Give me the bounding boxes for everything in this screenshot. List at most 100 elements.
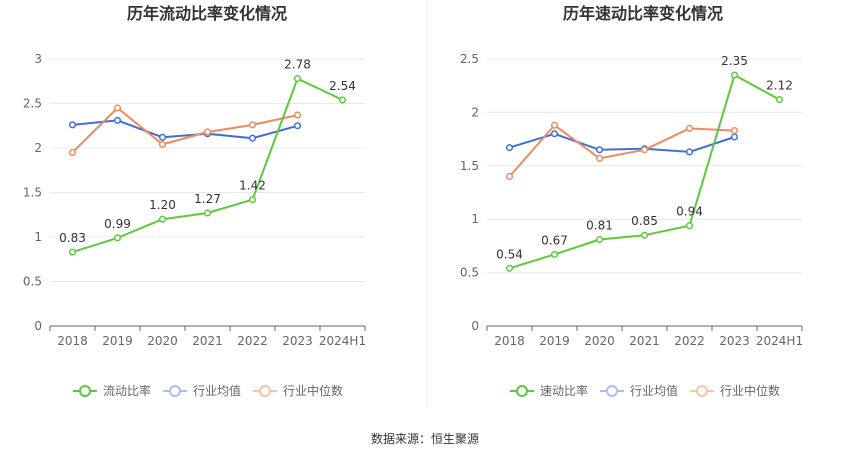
data-point xyxy=(685,124,694,132)
data-point xyxy=(595,235,604,244)
data-label: 1.42 xyxy=(239,179,266,193)
legend-marker xyxy=(606,385,618,397)
data-point xyxy=(113,104,122,112)
chart-title: 历年流动比率变化情况 xyxy=(127,4,287,23)
data-point xyxy=(685,148,694,156)
data-label: 2.54 xyxy=(329,79,356,93)
y-tick-label: 0 xyxy=(34,319,42,333)
data-point xyxy=(158,140,167,148)
y-tick-label: 2 xyxy=(471,105,479,119)
data-point xyxy=(293,111,302,119)
series-line xyxy=(509,132,735,153)
data-label: 0.83 xyxy=(59,231,86,245)
data-point xyxy=(203,209,212,217)
legend-label: 行业中位数 xyxy=(720,383,780,398)
legend-marker xyxy=(169,385,181,397)
x-tick-label: 2019 xyxy=(102,334,133,348)
data-label: 1.20 xyxy=(149,198,176,212)
series-line xyxy=(72,119,298,140)
data-label: 2.78 xyxy=(284,58,311,72)
data-point xyxy=(640,146,649,154)
data-label: 0.81 xyxy=(586,218,613,232)
series-line xyxy=(508,124,735,178)
data-point xyxy=(505,144,514,152)
data-label: 0.67 xyxy=(541,233,568,247)
data-point xyxy=(640,231,649,239)
y-tick-label: 0.5 xyxy=(23,275,42,289)
legend-label: 行业均值 xyxy=(630,383,678,398)
x-tick-label: 2020 xyxy=(584,334,615,348)
data-point xyxy=(550,250,559,258)
y-tick-label: 2.5 xyxy=(460,52,479,66)
data-point xyxy=(293,75,302,83)
legend-marker xyxy=(79,385,91,397)
data-point xyxy=(505,172,514,181)
data-point xyxy=(685,222,694,230)
y-tick-label: 3 xyxy=(34,52,42,66)
series-line xyxy=(71,106,298,154)
data-point xyxy=(158,133,167,141)
data-point xyxy=(550,130,559,138)
x-tick-label: 2022 xyxy=(674,334,705,348)
y-tick-label: 0.5 xyxy=(460,266,479,280)
data-point xyxy=(595,146,604,154)
data-point xyxy=(248,121,257,129)
legend-label: 流动比率 xyxy=(103,383,151,398)
data-point xyxy=(113,116,122,124)
legend-marker xyxy=(696,385,708,397)
y-tick-label: 2.5 xyxy=(23,97,42,111)
data-point xyxy=(505,264,514,272)
y-tick-label: 1.5 xyxy=(460,159,479,173)
x-tick-label: 2021 xyxy=(192,334,223,348)
y-tick-label: 2 xyxy=(34,141,42,155)
x-tick-label: 2024H1 xyxy=(756,334,803,348)
data-label: 1.27 xyxy=(194,192,221,206)
legend-label: 行业中位数 xyxy=(283,383,343,398)
x-tick-label: 2018 xyxy=(57,334,88,348)
data-label: 0.99 xyxy=(104,217,131,231)
y-tick-label: 1 xyxy=(471,212,479,226)
y-tick-label: 1 xyxy=(34,230,42,244)
x-tick-label: 2022 xyxy=(237,334,268,348)
chart-title: 历年速动比率变化情况 xyxy=(563,4,723,23)
data-point xyxy=(338,96,347,104)
source-text: 数据来源：恒生聚源 xyxy=(371,431,479,446)
data-point xyxy=(68,148,77,156)
data-label: 0.85 xyxy=(631,214,658,228)
data-label: 2.35 xyxy=(721,54,748,68)
legend-marker xyxy=(259,385,271,397)
x-tick-label: 2019 xyxy=(539,334,570,348)
x-tick-label: 2020 xyxy=(147,334,178,348)
quick-ratio-chart: 历年速动比率变化情况 0 0.5 1 1.5 2 2.5 2018 2019 2020 2021 2… xyxy=(460,4,803,398)
data-label: 0.94 xyxy=(676,205,703,219)
legend-label: 速动比率 xyxy=(540,383,588,398)
data-point xyxy=(730,127,739,135)
y-tick-label: 0 xyxy=(471,319,479,333)
data-point xyxy=(68,248,77,256)
data-point xyxy=(293,122,302,130)
data-point xyxy=(550,121,559,129)
legend-marker xyxy=(516,385,528,397)
data-point xyxy=(775,96,784,104)
data-label: 2.12 xyxy=(766,79,793,93)
data-point xyxy=(248,196,257,204)
data-point xyxy=(113,234,122,242)
data-point xyxy=(248,134,257,142)
data-point xyxy=(595,154,604,162)
data-point xyxy=(203,128,212,136)
x-tick-label: 2023 xyxy=(719,334,750,348)
x-tick-label: 2023 xyxy=(282,334,313,348)
x-tick-label: 2021 xyxy=(629,334,660,348)
y-tick-label: 1.5 xyxy=(23,186,42,200)
data-point xyxy=(730,71,739,79)
x-tick-label: 2018 xyxy=(494,334,525,348)
data-label: 0.54 xyxy=(496,247,523,261)
data-point xyxy=(730,133,739,141)
legend-label: 行业均值 xyxy=(193,383,241,398)
data-point xyxy=(68,121,77,129)
current-ratio-chart: 历年流动比率变化情况 0 0.5 1 1.5 2 2.5 3 2018 2019 2020 2021… xyxy=(23,4,366,398)
x-tick-label: 2024H1 xyxy=(319,334,366,348)
data-point xyxy=(158,215,167,223)
